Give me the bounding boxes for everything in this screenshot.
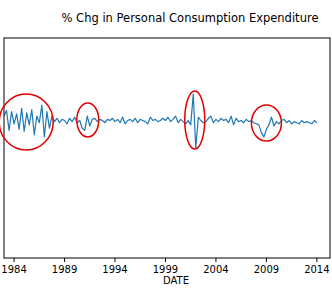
x-tick (215, 258, 216, 262)
x-tick (115, 258, 116, 262)
highlight-ellipse (0, 94, 53, 150)
plot-frame (4, 38, 330, 258)
x-tick-label: 1984 (1, 264, 26, 275)
x-tick-label: 2009 (254, 264, 279, 275)
x-tick (316, 258, 317, 262)
x-tick (266, 258, 267, 262)
x-tick (64, 258, 65, 262)
x-tick-label: 2014 (304, 264, 329, 275)
x-tick (14, 258, 15, 262)
x-axis-label: DATE (163, 275, 189, 286)
x-tick-label: 2004 (203, 264, 228, 275)
highlight-ellipse (185, 91, 205, 149)
title: % Chg in Personal Consumption Expenditur… (62, 11, 319, 25)
plot-area (4, 94, 317, 148)
x-tick-label: 1994 (102, 264, 127, 275)
x-tick-label: 1999 (153, 264, 178, 275)
x-tick (165, 258, 166, 262)
chart: % Chg in Personal Consumption Expenditur… (0, 0, 332, 288)
data-line (4, 94, 317, 148)
highlight-ellipse (77, 103, 99, 137)
x-tick-label: 1989 (52, 264, 77, 275)
highlight-ellipse (251, 105, 281, 141)
